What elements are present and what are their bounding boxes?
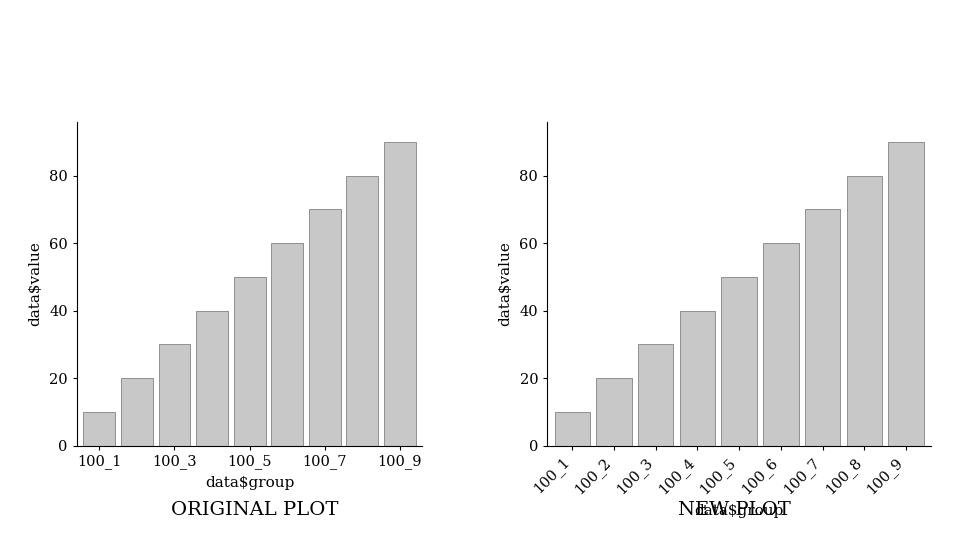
Bar (847, 176, 882, 445)
Text: NEW PLOT: NEW PLOT (678, 501, 791, 519)
Y-axis label: data$value: data$value (498, 241, 513, 326)
Bar (888, 142, 924, 446)
Bar (121, 378, 153, 446)
Bar (722, 277, 756, 445)
Text: ORIGINAL PLOT: ORIGINAL PLOT (171, 501, 338, 519)
Bar (233, 277, 266, 445)
Bar (638, 345, 674, 445)
Bar (158, 345, 190, 445)
Bar (196, 310, 228, 446)
Bar (804, 210, 840, 446)
Bar (555, 411, 590, 446)
Y-axis label: data$value: data$value (28, 241, 42, 326)
Bar (272, 243, 303, 446)
Bar (84, 411, 115, 446)
Bar (763, 243, 799, 446)
Bar (384, 142, 416, 446)
Bar (347, 176, 378, 445)
Bar (596, 378, 632, 446)
Bar (680, 310, 715, 446)
X-axis label: data$group: data$group (204, 476, 295, 490)
X-axis label: data$group: data$group (694, 503, 784, 517)
Bar (309, 210, 341, 446)
